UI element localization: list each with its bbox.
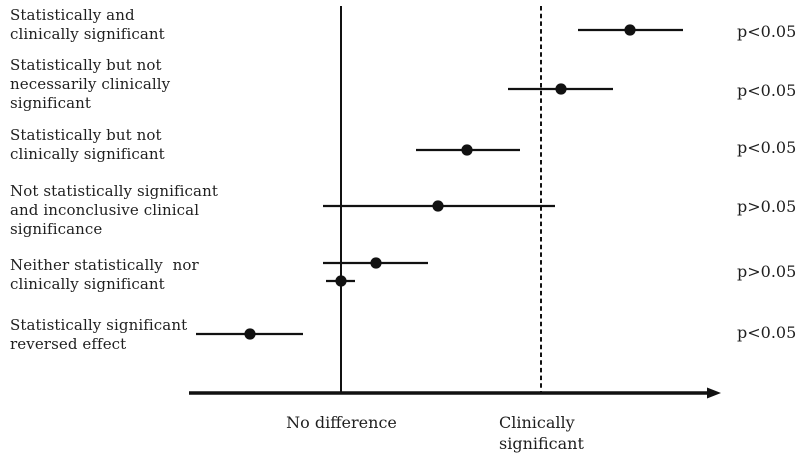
- point-estimate-dot-row0-seg0: [624, 24, 636, 36]
- point-estimate-dot-row2-seg0: [461, 144, 473, 156]
- row-label-statistically-and-clinically-significant: Statistically and clinically significant: [10, 6, 165, 43]
- row-label-statistically-but-not-clinically-significant: Statistically but not clinically signifi…: [10, 126, 165, 163]
- row-label-neither-statistically-nor-clinically-significant: Neither statistically nor clinically sig…: [10, 256, 199, 293]
- p-value-label-row-2: p<0.05: [737, 138, 797, 157]
- row-label-statistically-but-not-necessarily-clinically-significant: Statistically but not necessarily clinic…: [10, 56, 171, 112]
- p-value-label-row-1: p<0.05: [737, 81, 797, 100]
- row-label-statistically-significant-reversed-effect: Statistically significant reversed effec…: [10, 316, 188, 353]
- point-estimate-dot-row4-seg1: [335, 275, 347, 287]
- p-value-label-row-5: p<0.05: [737, 323, 797, 342]
- axis-label-no-difference: No difference: [286, 413, 397, 432]
- point-estimate-dot-row4-seg0: [370, 257, 382, 269]
- point-estimate-dot-row3-seg0: [432, 200, 444, 212]
- point-estimate-dot-row5-seg0: [244, 328, 256, 340]
- point-estimate-dot-row1-seg0: [555, 83, 567, 95]
- x-axis-arrowhead-icon: [707, 387, 721, 399]
- axis-label-clinically-significant: Clinically significant: [499, 413, 584, 453]
- p-value-label-row-0: p<0.05: [737, 22, 797, 41]
- p-value-label-row-4: p>0.05: [737, 262, 797, 281]
- p-value-label-row-3: p>0.05: [737, 197, 797, 216]
- row-label-not-statistically-significant-inconclusive: Not statistically significant and inconc…: [10, 182, 218, 238]
